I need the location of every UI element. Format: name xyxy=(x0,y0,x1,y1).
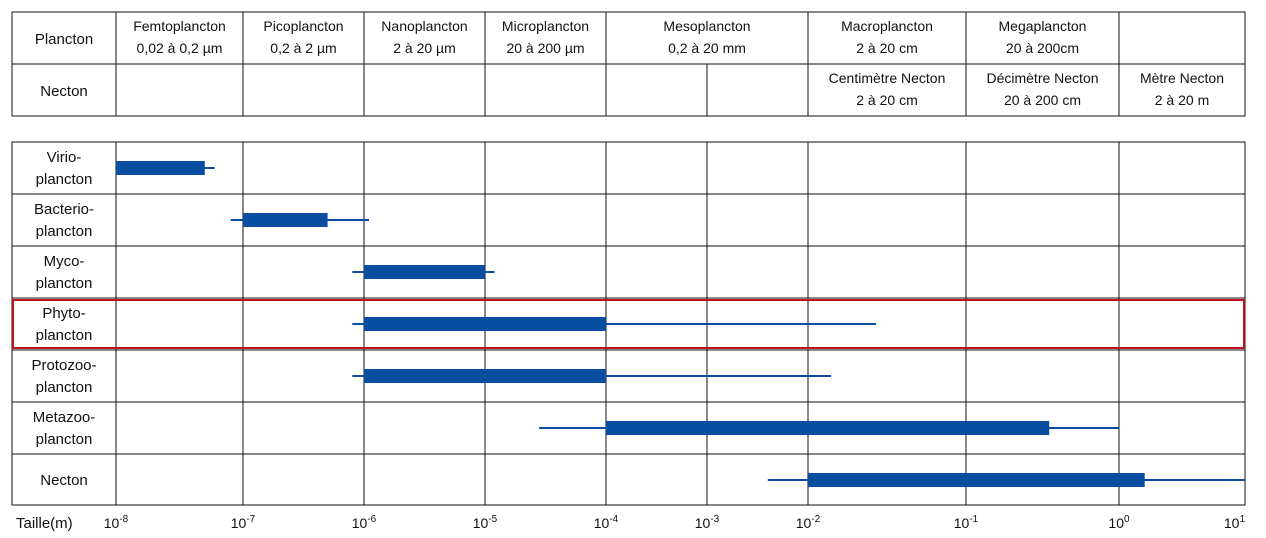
range-bar xyxy=(606,421,1050,435)
header-size-class: Mètre Necton 2 à 20 m xyxy=(1140,70,1224,108)
plankton-row: Necton xyxy=(40,472,1245,489)
header-size-class: Femtoplancton 0,02 à 0,2 µm xyxy=(133,18,226,56)
row-label: Protozoo-plancton xyxy=(31,357,96,396)
row-label: Bacterio-plancton xyxy=(34,201,94,240)
row-label: Virio-plancton xyxy=(36,149,93,188)
x-axis-label: Taille(m) xyxy=(16,515,73,532)
header-size-class: Centimètre Necton 2 à 20 cm xyxy=(829,70,946,108)
range-bar xyxy=(364,265,485,279)
row-label: Necton xyxy=(40,472,88,489)
plankton-row: Myco-plancton xyxy=(36,253,495,292)
range-bar xyxy=(808,473,1145,487)
x-tick-label: 100 xyxy=(1108,514,1130,531)
x-tick-label: 10-4 xyxy=(594,514,619,531)
chart-body: Virio-plancton Bacterio-plancton Myco-plan… xyxy=(11,141,1246,506)
x-tick-label: 10-5 xyxy=(473,514,498,531)
plankton-row: Protozoo-plancton xyxy=(31,357,832,396)
plankton-row: Virio-plancton xyxy=(36,149,215,188)
row-label: Metazoo-plancton xyxy=(33,409,96,448)
header-row-label: Necton xyxy=(40,83,88,100)
header-row-label: Plancton xyxy=(35,31,93,48)
size-class-header: Plancton Femtoplancton 0,02 à 0,2 µm Picopl… xyxy=(11,11,1246,117)
range-bar xyxy=(364,369,606,383)
plankton-row: Phyto-plancton xyxy=(12,299,1245,349)
x-tick-label: 10-1 xyxy=(954,514,979,531)
row-label: Myco-plancton xyxy=(36,253,93,292)
range-bar xyxy=(243,213,328,227)
x-tick-label: 10-3 xyxy=(695,514,720,531)
x-tick-label: 10-8 xyxy=(104,514,129,531)
plankton-row: Bacterio-plancton xyxy=(34,201,370,240)
header-size-class: Macroplancton 2 à 20 cm xyxy=(841,18,933,56)
plankton-row: Metazoo-plancton xyxy=(33,409,1119,448)
x-tick-label: 10-6 xyxy=(352,514,377,531)
x-tick-label: 101 xyxy=(1224,514,1246,531)
x-tick-label: 10-2 xyxy=(796,514,821,531)
range-bar xyxy=(116,161,205,175)
header-size-class: Nanoplancton 2 à 20 µm xyxy=(381,18,467,56)
header-size-class: Megaplancton 20 à 200cm xyxy=(999,18,1087,56)
header-size-class: Décimètre Necton 20 à 200 cm xyxy=(986,70,1098,108)
x-tick-label: 10-7 xyxy=(231,514,256,531)
range-bar xyxy=(364,317,606,331)
highlight-box xyxy=(12,299,1245,349)
header-size-class: Microplancton 20 à 200 µm xyxy=(502,18,589,56)
header-size-class: Picoplancton 0,2 à 2 µm xyxy=(263,18,343,56)
header-size-class: Mesoplancton 0,2 à 20 mm xyxy=(663,18,750,56)
row-label: Phyto-plancton xyxy=(36,305,93,344)
x-axis: Taille(m) 10-8 10-7 10-6 10-5 10-4 10-3 10-2 10-… xyxy=(16,514,1245,532)
